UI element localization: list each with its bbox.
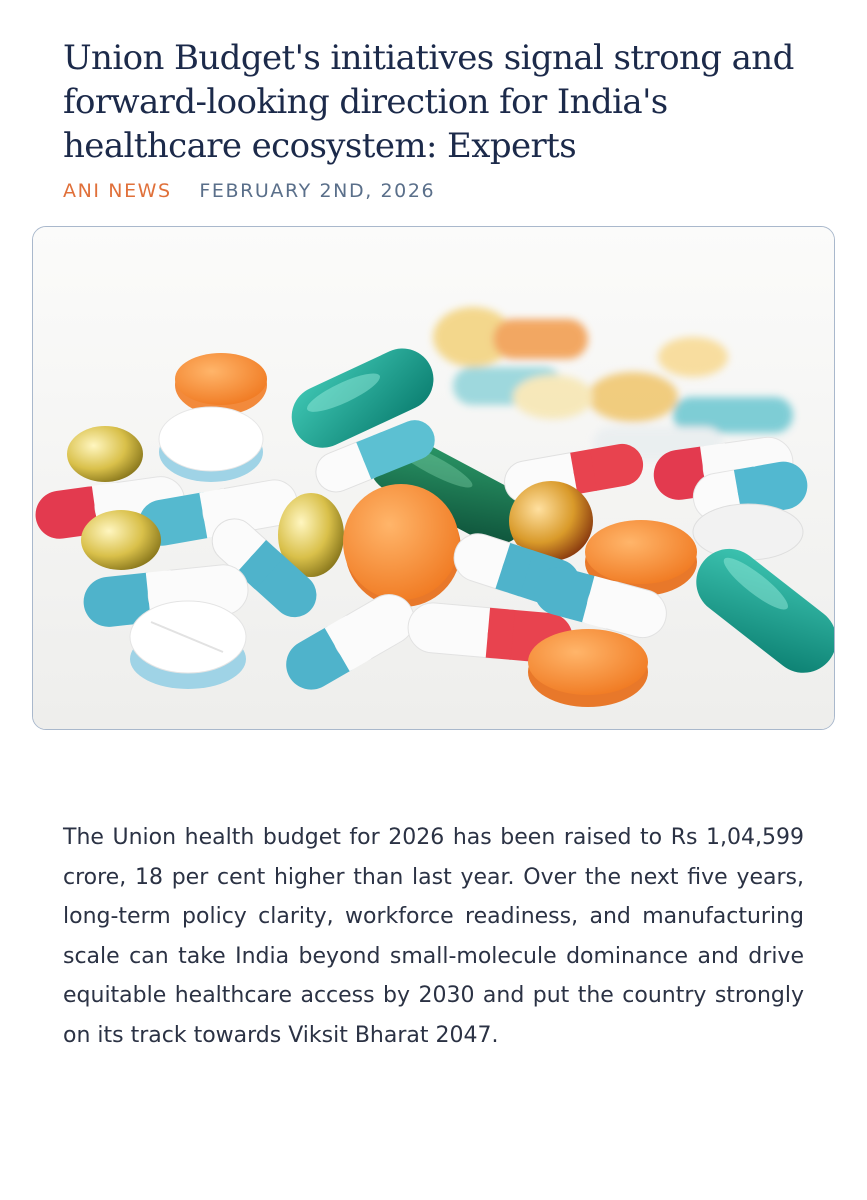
article-source[interactable]: ANI NEWS	[63, 180, 172, 202]
article-body: The Union health budget for 2026 has bee…	[63, 825, 804, 1048]
article-headline: Union Budget's initiatives signal strong…	[63, 38, 794, 166]
pills-photo	[33, 227, 834, 729]
article-meta: ANI NEWS FEBRUARY 2ND, 2026	[63, 180, 435, 202]
article-image	[32, 226, 835, 730]
article-date: FEBRUARY 2ND, 2026	[199, 180, 436, 202]
